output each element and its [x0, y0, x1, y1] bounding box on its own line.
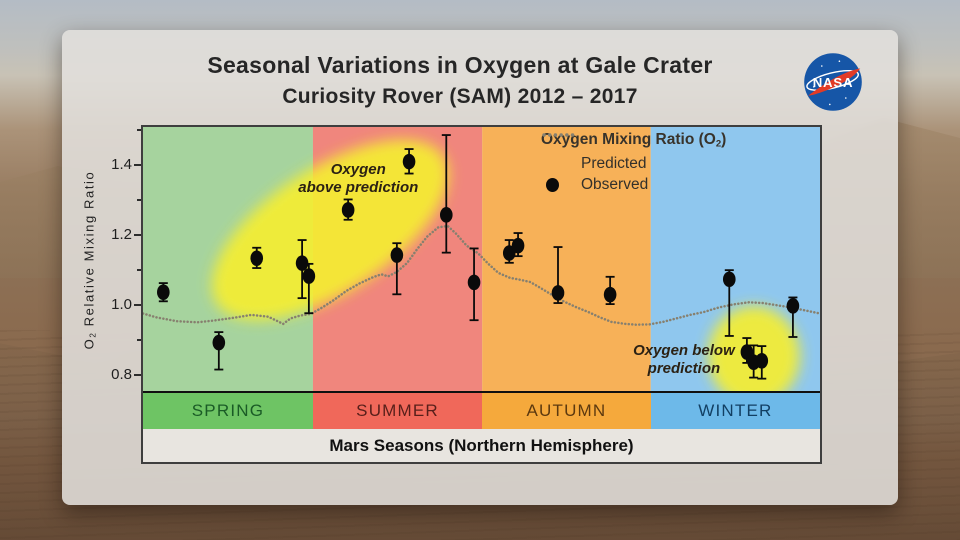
legend-item-observed: Observed: [541, 174, 726, 195]
major-tick: [134, 374, 143, 377]
observed-point: [402, 148, 416, 175]
y-tick-label: 0.8: [111, 366, 132, 384]
observed-point: [390, 242, 404, 296]
infographic-card: Seasonal Variations in Oxygen at Gale Cr…: [62, 30, 898, 505]
season-label-winter: WINTER: [650, 393, 820, 429]
predicted-curve: [143, 224, 820, 326]
season-label-summer: SUMMER: [312, 393, 483, 429]
observed-point: [511, 232, 525, 258]
minor-tick: [137, 269, 143, 272]
legend-title: Oxygen Mixing Ratio (O2): [541, 131, 727, 150]
observed-point: [755, 345, 769, 380]
black-dot-icon: [541, 177, 575, 192]
observed-point: [467, 247, 481, 322]
y-tick-label: 1.2: [111, 226, 132, 244]
svg-text:NASA: NASA: [813, 75, 854, 90]
y-tick-label: 1.4: [111, 156, 132, 174]
minor-tick: [137, 199, 143, 202]
annotation-oxygen-below-prediction: Oxygen below prediction: [633, 342, 735, 377]
observed-point: [439, 134, 453, 254]
highlight-blob-above: [211, 139, 449, 320]
observed-point: [212, 331, 226, 371]
observed-point: [603, 275, 617, 306]
chart-legend: Oxygen Mixing Ratio (O2) Predicted Obser…: [541, 131, 726, 195]
chart-subtitle: Curiosity Rover (SAM) 2012 – 2017: [282, 85, 638, 108]
observed-point: [502, 239, 516, 264]
observed-point: [295, 239, 309, 300]
legend-item-predicted: Predicted: [542, 133, 647, 172]
minor-tick: [137, 339, 143, 342]
major-tick: [134, 304, 143, 307]
annotation-oxygen-above-prediction: Oxygen above prediction: [298, 161, 419, 196]
chart-frame: Oxygen above prediction Oxygen below pre…: [141, 125, 822, 464]
observed-point: [250, 246, 264, 269]
major-tick: [134, 234, 143, 237]
minor-tick: [137, 129, 143, 132]
chart-title: Seasonal Variations in Oxygen at Gale Cr…: [207, 52, 713, 78]
season-label-autumn: AUTUMN: [482, 393, 651, 429]
nasa-meatball-icon: NASA: [804, 53, 862, 111]
observed-point: [722, 269, 736, 337]
observed-point: [341, 198, 355, 221]
season-axis: SPRING SUMMER AUTUMN WINTER: [143, 393, 820, 429]
x-axis-line: [143, 391, 820, 393]
observed-point: [551, 246, 565, 304]
observed-point: [302, 262, 316, 315]
major-tick: [134, 164, 143, 167]
observed-point: [157, 282, 170, 303]
x-axis-title: Mars Seasons (Northern Hemisphere): [143, 429, 820, 462]
nasa-logo: NASA: [801, 50, 865, 114]
season-label-spring: SPRING: [143, 393, 313, 429]
observed-point: [786, 296, 800, 338]
plot-area: Oxygen above prediction Oxygen below pre…: [143, 127, 820, 393]
y-tick-label: 1.0: [111, 296, 132, 314]
